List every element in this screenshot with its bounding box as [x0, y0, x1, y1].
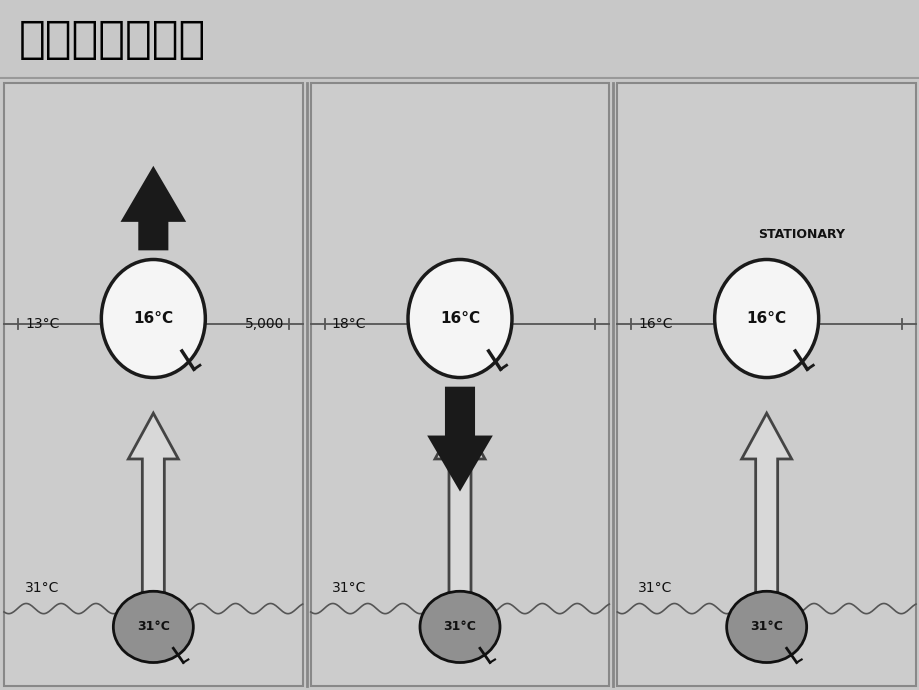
Text: STATIONARY: STATIONARY [757, 228, 845, 241]
Text: 16°C: 16°C [439, 311, 480, 326]
Polygon shape [428, 388, 491, 489]
Text: 18°C: 18°C [332, 317, 366, 331]
Text: 31°C: 31°C [443, 620, 476, 633]
Polygon shape [741, 413, 791, 598]
Polygon shape [435, 413, 484, 598]
Text: 31°C: 31°C [137, 620, 170, 633]
Text: 13°C: 13°C [25, 317, 60, 331]
Bar [617, 83, 915, 686]
Ellipse shape [101, 259, 205, 377]
Text: 5,000: 5,000 [245, 317, 284, 331]
Polygon shape [128, 413, 178, 598]
Ellipse shape [714, 259, 818, 377]
Text: 16°C: 16°C [638, 317, 672, 331]
Bar [4, 83, 302, 686]
Text: 16°C: 16°C [746, 311, 786, 326]
Ellipse shape [407, 259, 512, 377]
Polygon shape [122, 168, 184, 249]
Text: 一、大气稳定度: 一、大气稳定度 [18, 18, 206, 61]
Text: 31°C: 31°C [749, 620, 782, 633]
Text: 31°C: 31°C [25, 581, 60, 595]
Text: 16°C: 16°C [133, 311, 173, 326]
Ellipse shape [113, 591, 193, 662]
Bar [311, 83, 608, 686]
Ellipse shape [726, 591, 806, 662]
Text: 31°C: 31°C [332, 581, 366, 595]
Text: 31°C: 31°C [638, 581, 672, 595]
Ellipse shape [420, 591, 499, 662]
